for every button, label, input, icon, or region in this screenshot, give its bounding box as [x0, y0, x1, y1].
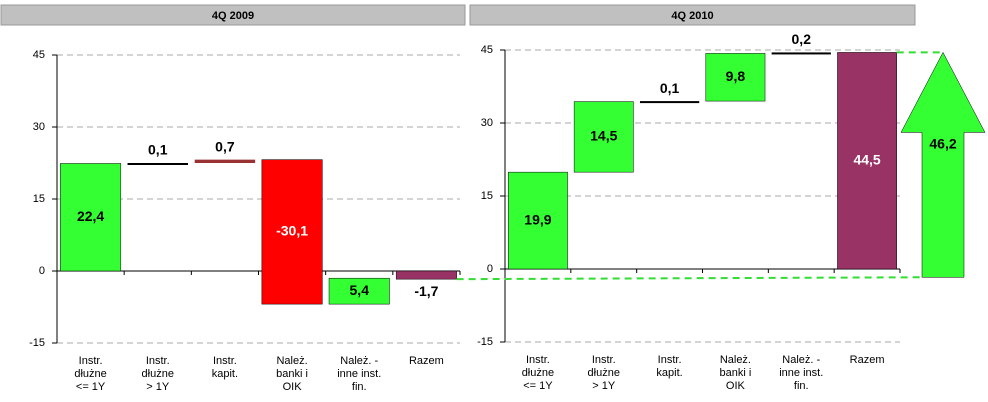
x-tick-label: Instr. dłużne <= 1Y [521, 354, 555, 392]
bar [508, 171, 568, 270]
bar [573, 101, 634, 173]
x-tick-label: Instr. kapit. [656, 354, 683, 379]
x-tick-label: Należ. banki i OIK [276, 355, 308, 393]
bar [771, 52, 831, 55]
header-bar [469, 4, 916, 26]
bar [261, 159, 323, 305]
bar [395, 270, 457, 280]
connector [456, 276, 923, 281]
y-tick-label: -15 [477, 336, 493, 348]
value-label: 0,2 [792, 31, 812, 47]
x-tick-label: Razem [849, 354, 885, 366]
arrow [900, 51, 986, 278]
x-tick-label: Razem [408, 355, 444, 367]
y-tick-label: 45 [33, 49, 45, 61]
x-tick-label: Należ. banki i OIK [719, 354, 752, 392]
y-tick-label: 45 [481, 44, 493, 56]
value-label: 19,9 [524, 211, 551, 227]
bar [328, 277, 390, 305]
y-tick-label: 15 [33, 193, 45, 205]
x-tick-label: Należ. - inne inst. fin. [337, 355, 382, 393]
value-label: 22,4 [77, 208, 104, 224]
bar [127, 163, 188, 165]
y-tick-label: -15 [29, 337, 45, 349]
x-tick-label: Instr. dłużne <= 1Y [74, 355, 107, 393]
y-tick-label: 0 [487, 263, 493, 275]
x-tick-label: Należ. - inne inst. fin. [779, 354, 824, 392]
value-label: -30,1 [276, 223, 308, 239]
chart-title: 4Q 2010 [671, 10, 713, 22]
y-tick-label: 30 [33, 121, 45, 133]
value-label: 0,1 [148, 142, 168, 158]
bar [194, 159, 256, 163]
annotation-label: 46,2 [929, 136, 956, 152]
x-tick-label: Instr. dłużne > 1Y [141, 355, 174, 393]
value-label: 14,5 [590, 128, 617, 144]
x-tick-label: Instr. dłużne > 1Y [587, 354, 620, 392]
x-tick-label: Instr. kapit. [211, 355, 239, 380]
header-bar [0, 4, 466, 26]
value-label: 44,5 [853, 151, 880, 167]
value-label: 5,4 [350, 282, 370, 298]
y-tick-label: 0 [39, 265, 45, 277]
value-label: 0,1 [660, 80, 680, 96]
value-label: 9,8 [726, 68, 746, 84]
value-label: -1,7 [414, 283, 438, 299]
bar [837, 52, 897, 270]
y-tick-label: 30 [481, 117, 493, 129]
bar [705, 53, 766, 102]
bar [639, 101, 700, 104]
chart-title: 4Q 2009 [212, 10, 254, 22]
value-label: 0,7 [215, 138, 235, 154]
bar [60, 163, 122, 272]
y-tick-label: 15 [481, 190, 493, 202]
